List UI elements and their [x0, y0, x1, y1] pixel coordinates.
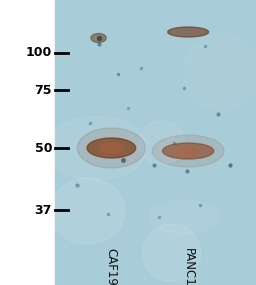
Text: 75: 75: [35, 84, 52, 97]
Point: [75, 183, 79, 188]
Ellipse shape: [91, 34, 106, 42]
Point: [182, 86, 186, 91]
Point: [121, 157, 125, 162]
Ellipse shape: [77, 128, 145, 168]
Ellipse shape: [163, 143, 214, 159]
Bar: [55, 0, 256, 285]
Ellipse shape: [50, 178, 125, 244]
Ellipse shape: [139, 121, 185, 164]
Point: [152, 163, 156, 168]
Point: [97, 36, 101, 40]
Text: 50: 50: [35, 141, 52, 154]
Text: 100: 100: [26, 46, 52, 60]
Point: [172, 140, 176, 145]
Text: CAF19: CAF19: [105, 248, 118, 285]
Point: [157, 214, 161, 219]
Point: [185, 169, 189, 173]
Text: PANC1: PANC1: [182, 248, 195, 285]
Point: [88, 120, 92, 125]
Text: 37: 37: [35, 203, 52, 217]
Point: [97, 42, 101, 46]
Ellipse shape: [175, 147, 201, 155]
Ellipse shape: [149, 200, 220, 234]
Point: [139, 66, 143, 71]
Point: [116, 72, 120, 76]
Point: [228, 163, 232, 168]
Ellipse shape: [99, 143, 123, 153]
Point: [126, 106, 130, 111]
Point: [203, 43, 207, 48]
Point: [216, 112, 220, 116]
Ellipse shape: [168, 27, 209, 37]
Point: [105, 211, 110, 216]
Ellipse shape: [46, 117, 146, 180]
Ellipse shape: [152, 135, 224, 167]
Point: [198, 203, 202, 207]
Ellipse shape: [143, 224, 201, 282]
Ellipse shape: [87, 138, 136, 158]
